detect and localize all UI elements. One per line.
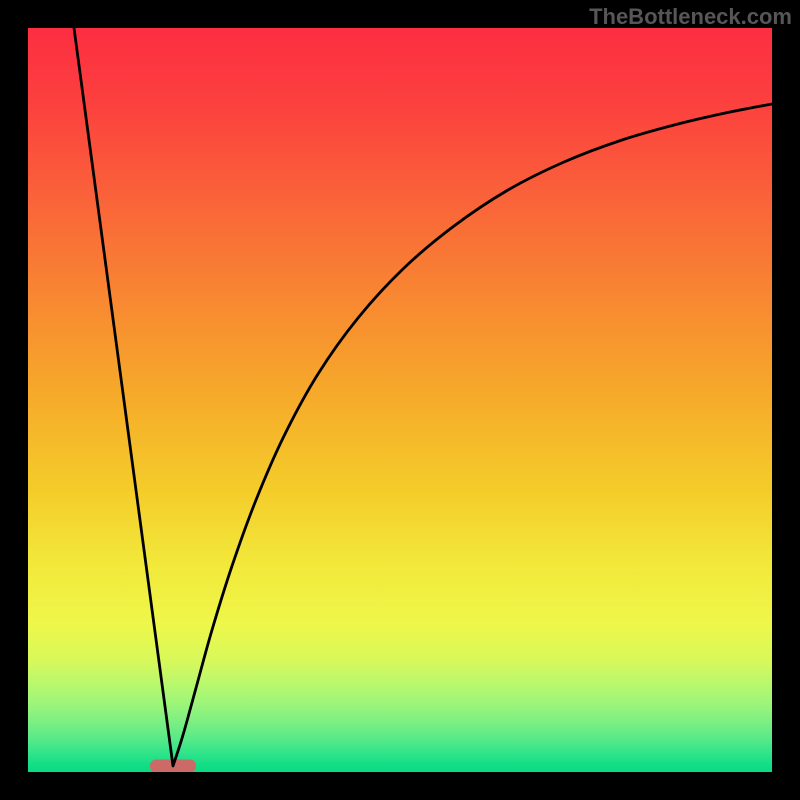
- gradient-background: [28, 28, 772, 772]
- watermark-text: TheBottleneck.com: [589, 4, 792, 30]
- plot-area: [28, 28, 772, 772]
- chart-svg: [28, 28, 772, 772]
- chart-container: TheBottleneck.com: [0, 0, 800, 800]
